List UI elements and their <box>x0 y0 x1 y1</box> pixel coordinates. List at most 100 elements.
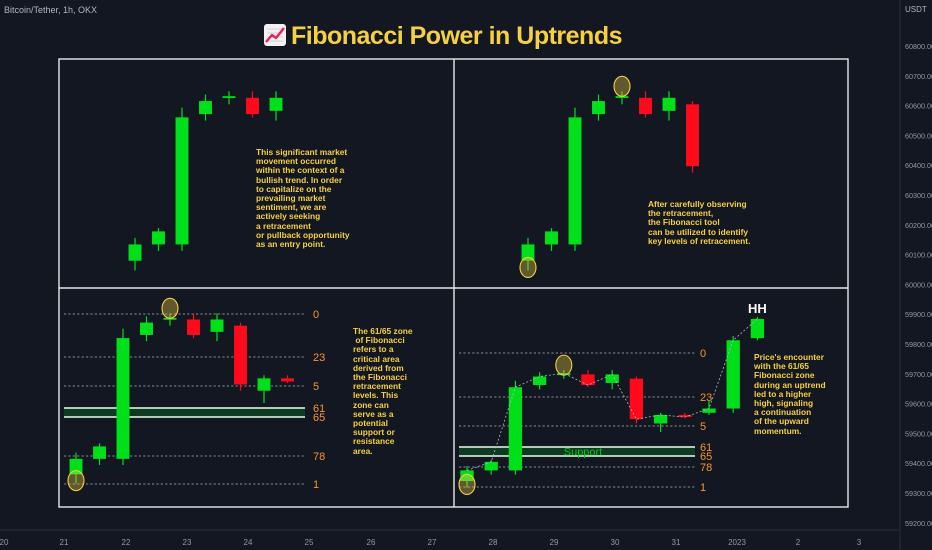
panel-note: This significant market movement occurre… <box>256 147 350 250</box>
candle <box>508 387 523 471</box>
candle <box>568 117 582 245</box>
chart-increasing-icon <box>264 24 286 46</box>
candle <box>702 408 716 413</box>
swing-highlight <box>519 256 537 279</box>
price-path <box>466 318 758 471</box>
candle <box>639 97 652 115</box>
fib-level-label: 5 <box>700 421 706 433</box>
x-tick-label: 20 <box>0 538 9 547</box>
symbol-label[interactable]: Bitcoin/Tether, 1h, OKX <box>4 5 98 15</box>
candle <box>140 322 153 335</box>
candle <box>234 325 247 385</box>
candle <box>592 101 605 115</box>
x-tick-label: 29 <box>550 538 559 547</box>
candle <box>175 117 189 245</box>
swing-highlight <box>161 297 179 319</box>
fib-zone-61-65 <box>64 408 305 417</box>
candle <box>187 319 200 335</box>
candle <box>460 470 474 482</box>
candle <box>726 340 740 409</box>
candle <box>686 104 699 167</box>
panel-top-left <box>128 91 283 271</box>
y-tick-label: 60300.00 <box>905 191 932 200</box>
candle <box>545 231 558 245</box>
x-tick-label: 28 <box>489 538 498 547</box>
swing-highlight <box>613 75 631 97</box>
candle <box>69 458 83 475</box>
currency-label: USDT <box>905 5 927 14</box>
y-tick-label: 60500.00 <box>905 131 932 140</box>
x-tick-label: 25 <box>305 538 314 547</box>
candle <box>521 244 535 261</box>
panel-note: Price's encounter with the 61/65 Fibonac… <box>754 352 826 436</box>
y-tick-label: 59300.00 <box>905 489 932 498</box>
candle <box>750 318 765 339</box>
y-tick-label: 60600.00 <box>905 102 932 111</box>
x-tick-label: 2 <box>796 538 801 547</box>
x-tick-label: 3 <box>857 538 862 547</box>
candle <box>222 96 236 98</box>
y-tick-label: 60200.00 <box>905 221 932 230</box>
y-tick-label: 59600.00 <box>905 400 932 409</box>
y-tick-label: 59200.00 <box>905 519 932 528</box>
page-title: Fibonacci Power in Uptrends <box>0 22 885 51</box>
candle <box>257 378 271 391</box>
higher-high-label: HH <box>748 301 767 316</box>
candle <box>662 97 676 111</box>
x-tick-label: 30 <box>611 538 620 547</box>
candle <box>532 376 547 386</box>
candle <box>678 414 692 418</box>
candle <box>557 373 571 376</box>
fib-level-label: 65 <box>700 451 712 463</box>
y-tick-label: 59500.00 <box>905 429 932 438</box>
panel-top-right <box>519 75 699 279</box>
candle <box>128 244 142 261</box>
y-tick-label: 59700.00 <box>905 370 932 379</box>
x-tick-label: 22 <box>122 538 131 547</box>
fib-zone-61-65 <box>459 447 695 456</box>
x-tick-label: 24 <box>244 538 253 547</box>
y-tick-label: 60800.00 <box>905 42 932 51</box>
y-tick-label: 60400.00 <box>905 161 932 170</box>
fib-level-label: 1 <box>313 479 319 491</box>
x-tick-label: 27 <box>428 538 437 547</box>
x-tick-label: 26 <box>367 538 376 547</box>
page-title-text: Fibonacci Power in Uptrends <box>291 22 623 50</box>
y-tick-label: 59800.00 <box>905 340 932 349</box>
y-tick-label: 60700.00 <box>905 72 932 81</box>
candle <box>269 97 283 111</box>
candle <box>210 319 224 332</box>
candle <box>484 461 498 471</box>
support-zone-label: Support <box>564 447 603 459</box>
fib-level-label: 5 <box>313 381 319 393</box>
x-tick-label: 31 <box>672 538 681 547</box>
candle <box>581 374 595 386</box>
candle <box>116 338 130 459</box>
fib-level-label: 61 <box>313 403 325 415</box>
candle <box>281 378 294 382</box>
panel-note: After carefully observing the retracemen… <box>648 199 751 246</box>
candle <box>93 446 106 459</box>
swing-highlight <box>67 470 85 492</box>
fib-level-label: 23 <box>313 352 325 364</box>
fib-level-label: 78 <box>700 462 712 474</box>
candle <box>653 414 668 424</box>
x-tick-label: 2023 <box>728 538 746 547</box>
swing-highlight <box>458 473 476 496</box>
panel-note: The 61/65 zone of Fibonacci refers to a … <box>353 326 413 456</box>
candle <box>152 231 165 245</box>
fib-level-label: 61 <box>700 442 712 454</box>
fib-level-label: 0 <box>313 309 319 321</box>
candle <box>615 96 629 98</box>
candle <box>246 97 259 115</box>
fib-level-label: 78 <box>313 451 325 463</box>
swing-highlight <box>555 354 573 376</box>
fib-level-label: 1 <box>700 482 706 494</box>
fib-level-label: 0 <box>700 348 706 360</box>
fib-level-label: 65 <box>313 412 325 424</box>
y-tick-label: 60000.00 <box>905 280 932 289</box>
candle <box>605 374 619 383</box>
